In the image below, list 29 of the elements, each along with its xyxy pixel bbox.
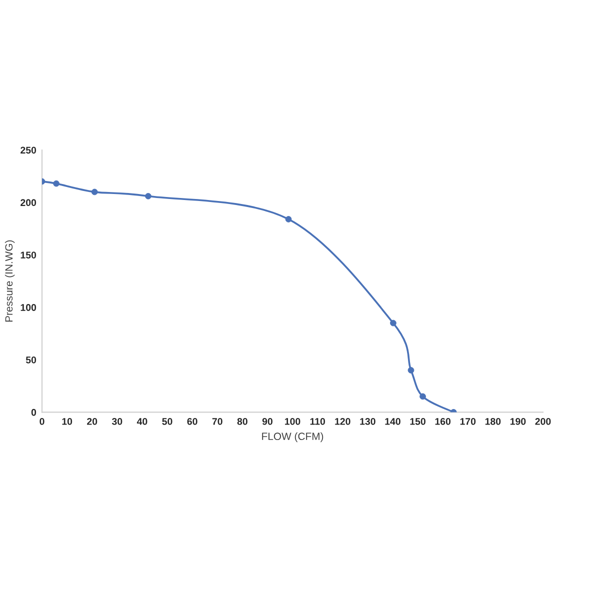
x-tick-label: 10 xyxy=(62,418,72,425)
y-tick-label: 0 xyxy=(31,408,36,416)
x-tick-label: 120 xyxy=(335,418,350,425)
x-tick-label: 70 xyxy=(212,418,222,425)
y-tick-label: 100 xyxy=(20,304,36,311)
x-tick-label: 150 xyxy=(410,418,426,425)
x-tick-label: 60 xyxy=(187,418,198,425)
y-axis-title: Pressure (IN.WG) xyxy=(4,240,15,322)
x-tick-label: 180 xyxy=(485,418,501,425)
x-tick-label: 80 xyxy=(237,418,248,425)
y-tick-label: 250 xyxy=(20,146,36,154)
y-tick-label: 150 xyxy=(20,252,36,258)
x-tick-label: 90 xyxy=(262,418,272,425)
x-tick-label: 100 xyxy=(285,418,300,425)
y-tick-label: 200 xyxy=(20,199,36,206)
x-tick-label: 200 xyxy=(535,418,551,425)
x-tick-label: 110 xyxy=(310,418,325,425)
x-tick-label: 40 xyxy=(136,418,148,425)
x-tick-label: 30 xyxy=(112,418,122,425)
x-axis-title: FLOW (CFM) xyxy=(262,432,324,442)
y-tick-label: 50 xyxy=(26,356,36,364)
x-tick-label: 0 xyxy=(40,418,44,425)
x-tick-label: 50 xyxy=(162,418,172,425)
x-tick-label: 190 xyxy=(510,418,526,425)
x-tick-label: 160 xyxy=(435,418,451,425)
x-tick-label: 20 xyxy=(87,418,98,425)
x-tick-label: 130 xyxy=(360,418,376,425)
x-tick-label: 140 xyxy=(385,418,400,425)
x-tick-label: 170 xyxy=(460,418,476,425)
